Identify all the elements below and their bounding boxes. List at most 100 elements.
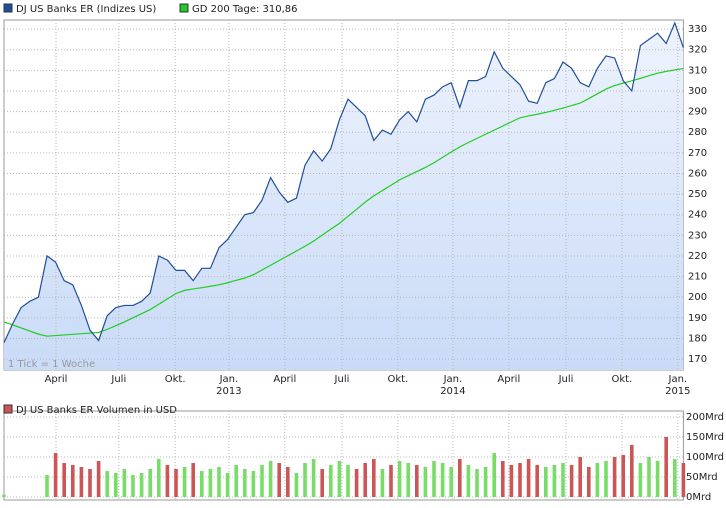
x-tick-label: Jan. <box>219 374 239 385</box>
y-tick-label: 240 <box>688 210 707 221</box>
volume-bar <box>311 459 316 497</box>
volume-bar <box>673 459 677 497</box>
legend: DJ US Banks ER (Indizes US) GD 200 Tage:… <box>3 3 298 15</box>
volume-bar <box>544 467 548 497</box>
volume-bar <box>114 473 118 497</box>
y-tick-label: 190 <box>688 313 707 324</box>
x-tick-label: Jan. <box>443 374 463 385</box>
y-tick-label: 100Mrd <box>686 452 724 463</box>
y-tick-label: 210 <box>688 272 707 283</box>
volume-bar <box>552 465 557 497</box>
volume-bar <box>182 467 187 497</box>
volume-bar <box>122 469 127 497</box>
x-tick-label: April <box>497 374 520 385</box>
y-tick-label: 300 <box>688 86 707 97</box>
volume-bar <box>612 457 617 497</box>
volume-bar <box>105 471 109 497</box>
volume-bar <box>148 469 152 497</box>
volume-bar <box>329 465 333 497</box>
y-tick-label: 310 <box>688 65 707 76</box>
volume-bar <box>294 473 299 497</box>
x-tick-label: Juli <box>110 374 126 385</box>
volume-bar <box>268 461 273 497</box>
volume-bar <box>320 469 324 497</box>
volume-bar <box>647 457 651 497</box>
volume-bar <box>174 469 178 497</box>
volume-bar <box>423 467 428 497</box>
y-tick-label: 200 <box>688 292 707 303</box>
y-tick-label: 170 <box>688 354 707 365</box>
volume-bar <box>96 461 101 497</box>
volume-bar <box>449 467 453 497</box>
y-tick-label: 330 <box>688 24 707 35</box>
x-tick-label: Okt. <box>387 374 408 385</box>
volume-bar <box>475 469 479 497</box>
volume-bar <box>286 467 290 497</box>
y-tick-label: 270 <box>688 148 707 159</box>
volume-bar <box>561 463 565 497</box>
annotation: 1 Tick = 1 Woche <box>8 359 95 370</box>
volume-bar <box>638 463 643 497</box>
price-line <box>3 67 684 337</box>
volume-bar <box>526 459 531 497</box>
volume-bar <box>79 467 84 497</box>
volume-bar <box>208 469 213 497</box>
x-tick-label: Juli <box>334 374 350 385</box>
volume-bar <box>234 465 238 497</box>
volume-bar <box>587 467 591 497</box>
y-tick-label: 320 <box>688 45 707 56</box>
volume-bar <box>139 473 144 497</box>
volume-bar <box>45 475 49 497</box>
x-tick-label: Okt. <box>612 374 633 385</box>
volume-bar <box>509 465 514 497</box>
volume-bar <box>337 461 342 497</box>
volume-bar <box>303 463 307 497</box>
y-tick-label: 290 <box>688 107 707 118</box>
volume-bar <box>492 453 496 497</box>
volume-bar <box>225 473 230 497</box>
volume-bar <box>277 463 281 497</box>
legend-label: GD 200 Tage: 310,86 <box>192 4 298 15</box>
volume-bar <box>217 467 221 497</box>
volume-bar <box>200 471 204 497</box>
volume-bar <box>2 494 6 497</box>
volume-bar <box>88 469 92 497</box>
volume-bar <box>415 465 419 497</box>
volume-bar <box>432 461 436 497</box>
y-tick-label: 200Mrd <box>686 412 724 423</box>
volume-bar <box>346 465 350 497</box>
volume-bar <box>406 463 410 497</box>
volume-bar <box>372 459 376 497</box>
volume-bar <box>380 469 385 497</box>
y-tick-label: 230 <box>688 230 707 241</box>
y-tick-label: 50Mrd <box>686 472 718 483</box>
volume-bar <box>501 461 505 497</box>
volume-bar <box>664 437 668 497</box>
volume-bar <box>518 463 522 497</box>
legend-swatch <box>179 3 189 13</box>
legend-label: DJ US Banks ER Volumen in USD <box>16 405 177 416</box>
volume-bar <box>165 465 170 497</box>
x-tick-label: April <box>273 374 296 385</box>
volume-bar <box>131 475 135 497</box>
x-year-label: 2015 <box>665 386 690 397</box>
legend-swatch <box>3 404 13 414</box>
volume-bar <box>397 461 402 497</box>
volume-bar <box>604 461 608 497</box>
volume-bar <box>483 467 488 497</box>
area-fill <box>4 22 684 370</box>
volume-bar <box>62 463 66 497</box>
y-tick-label: 0Mrd <box>686 492 711 503</box>
y-tick-label: 180 <box>688 333 707 344</box>
price-line <box>3 21 684 343</box>
volume-bar <box>681 463 686 497</box>
y-tick-label: 250 <box>688 189 707 200</box>
volume-bar <box>569 465 574 497</box>
volume-bar <box>191 463 195 497</box>
x-year-label: 2013 <box>216 386 241 397</box>
y-tick-label: 150Mrd <box>686 432 724 443</box>
volume-bar <box>535 465 539 497</box>
volume-bar <box>621 455 625 497</box>
volume-bar <box>354 469 359 497</box>
